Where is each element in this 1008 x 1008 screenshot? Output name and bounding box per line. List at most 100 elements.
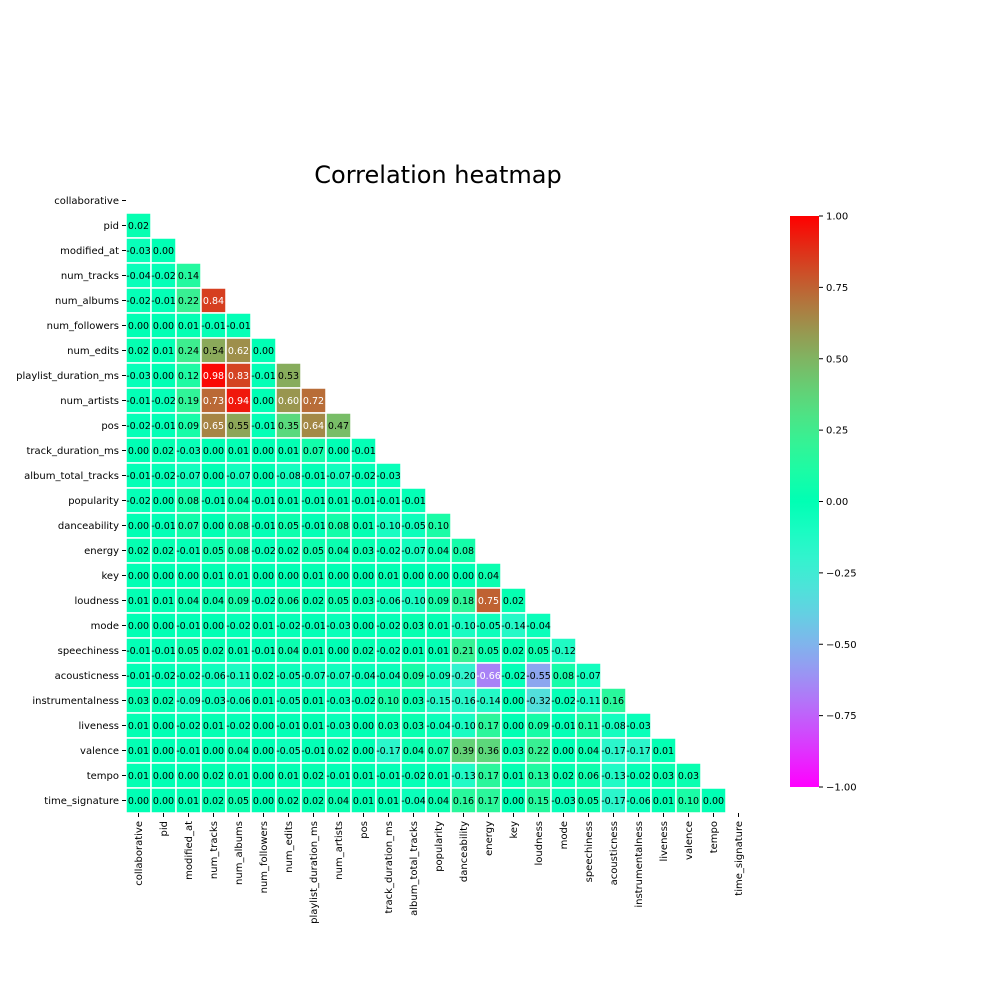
- cell-value-label: -0.06: [376, 596, 401, 607]
- heatmap-cell: [275, 612, 302, 639]
- colorbar-tick-label: 0.75: [826, 283, 848, 294]
- cell-value-label: 0.94: [228, 396, 249, 407]
- cell-value-label: 0.01: [178, 321, 199, 332]
- heatmap-cell: [150, 362, 177, 389]
- cell-value-label: -0.01: [301, 621, 326, 632]
- cell-value-label: 0.00: [328, 446, 349, 457]
- y-tick-label: modified_at: [60, 246, 119, 257]
- heatmap-cell: [400, 762, 427, 789]
- cell-value-label: 0.03: [653, 771, 674, 782]
- heatmap-cell: [375, 462, 402, 489]
- cell-value-label: 0.00: [453, 571, 474, 582]
- cell-value-label: -0.14: [476, 696, 501, 707]
- y-tick-label: mode: [91, 621, 119, 632]
- y-tick-label: pos: [101, 421, 119, 432]
- heatmap-cell: [225, 737, 252, 764]
- heatmap-cell: [375, 487, 402, 514]
- cell-value-label: 0.04: [228, 496, 249, 507]
- x-tick-label: liveness: [659, 821, 670, 862]
- cell-value-label: -0.66: [476, 671, 501, 682]
- x-tick-label: speechiness: [584, 821, 595, 882]
- cell-value-label: -0.02: [351, 471, 376, 482]
- heatmap-cell: [600, 737, 627, 764]
- heatmap-cell: [200, 287, 227, 314]
- cell-value-label: 0.83: [228, 371, 249, 382]
- cell-value-label: -0.17: [601, 796, 626, 807]
- heatmap-cell: [550, 687, 577, 714]
- heatmap-cell: [650, 737, 677, 764]
- cell-value-label: -0.06: [626, 796, 651, 807]
- cell-value-label: -0.01: [151, 646, 176, 657]
- heatmap-cell: [250, 487, 277, 514]
- heatmap-cell: [150, 287, 177, 314]
- y-tick-label: time_signature: [44, 796, 119, 807]
- heatmap-cell: [175, 762, 202, 789]
- cell-value-label: 0.00: [353, 746, 374, 757]
- cell-value-label: 0.00: [153, 321, 174, 332]
- heatmap-cell: [200, 337, 227, 364]
- colorbar-tick-label: 0.25: [826, 426, 848, 437]
- cell-value-label: -0.01: [251, 371, 276, 382]
- cell-value-label: -0.01: [551, 721, 576, 732]
- x-tick-label: mode: [559, 821, 570, 849]
- cell-value-label: 0.00: [553, 746, 574, 757]
- cell-value-label: 0.84: [203, 296, 224, 307]
- cell-value-label: -0.02: [351, 696, 376, 707]
- cell-value-label: 0.00: [203, 621, 224, 632]
- cell-value-label: -0.01: [251, 646, 276, 657]
- cell-value-label: 0.05: [303, 546, 324, 557]
- heatmap-cell: [375, 612, 402, 639]
- cell-value-label: 0.13: [528, 771, 549, 782]
- heatmap-cell: [375, 587, 402, 614]
- cell-value-label: -0.02: [501, 671, 526, 682]
- cell-value-label: -0.03: [376, 471, 401, 482]
- cell-value-label: 0.01: [253, 621, 274, 632]
- cell-value-label: 0.02: [128, 221, 149, 232]
- cell-value-label: -0.01: [401, 496, 426, 507]
- y-tick-label: liveness: [78, 721, 119, 732]
- cell-value-label: 0.54: [203, 346, 224, 357]
- cell-value-label: 0.05: [478, 646, 499, 657]
- heatmap-cell: [625, 737, 652, 764]
- cell-value-label: 0.01: [303, 646, 324, 657]
- cell-value-label: 0.00: [253, 721, 274, 732]
- cell-value-label: -0.10: [376, 521, 401, 532]
- cell-value-label: 0.01: [153, 596, 174, 607]
- x-tick-label: key: [509, 821, 520, 839]
- cell-value-label: -0.01: [176, 621, 201, 632]
- cell-value-label: 0.17: [478, 796, 499, 807]
- cell-value-label: 0.00: [328, 646, 349, 657]
- heatmap-cell: [250, 687, 277, 714]
- cell-value-label: -0.07: [301, 671, 326, 682]
- y-tick-label: valence: [80, 746, 119, 757]
- cell-value-label: 0.00: [178, 571, 199, 582]
- x-tick-label: album_total_tracks: [409, 821, 420, 916]
- heatmap-cell: [550, 662, 577, 689]
- cell-value-label: 0.00: [253, 396, 274, 407]
- y-tick-label: num_albums: [55, 296, 119, 307]
- cell-value-label: 0.65: [203, 421, 224, 432]
- cell-value-label: -0.01: [301, 521, 326, 532]
- cell-value-label: 0.22: [528, 746, 549, 757]
- cell-value-label: 0.01: [203, 721, 224, 732]
- heatmap-cell: [400, 487, 427, 514]
- heatmap-cell: [350, 437, 377, 464]
- cell-value-label: 0.00: [278, 571, 299, 582]
- cell-value-label: 0.07: [428, 746, 449, 757]
- cell-value-label: -0.02: [251, 546, 276, 557]
- heatmap-cell: [225, 337, 252, 364]
- cell-value-label: 0.10: [378, 696, 399, 707]
- cell-value-label: 0.39: [453, 746, 474, 757]
- heatmap-cell: [375, 562, 402, 589]
- cell-value-label: 0.07: [303, 446, 324, 457]
- cell-value-label: 0.00: [503, 696, 524, 707]
- cell-value-label: 0.73: [203, 396, 224, 407]
- cell-value-label: 0.24: [178, 346, 199, 357]
- y-tick-label: num_followers: [47, 321, 119, 332]
- cell-value-label: -0.13: [601, 771, 626, 782]
- heatmap-cell: [325, 437, 352, 464]
- heatmap-cell: [500, 687, 527, 714]
- heatmap-cell: [150, 487, 177, 514]
- cell-value-label: -0.11: [226, 671, 251, 682]
- heatmap-cell: [700, 787, 727, 814]
